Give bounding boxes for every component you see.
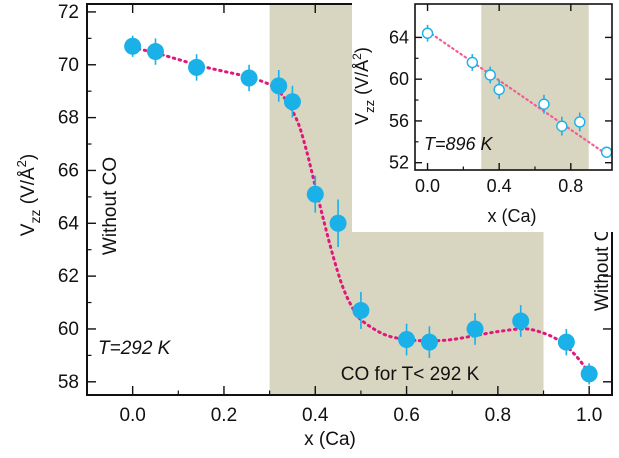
main-point-marker [466,320,484,338]
inset-temperature-label: T=896 K [424,134,494,154]
main-point-marker [420,333,438,351]
main-y-tick-label: 66 [58,160,79,181]
inset-point-marker [421,27,434,39]
main-x-axis-title: x (Ca) [304,429,356,450]
inset-data-point [466,54,479,71]
main-ylabel-unit-post: ) [18,154,39,160]
inset-ylabel-unit-post: ) [352,47,372,53]
main-data-point [557,328,575,356]
main-y-tick-label: 72 [58,2,79,23]
inset-data-point [556,116,568,136]
main-data-point [512,305,530,337]
main-ylabel-unit-pre: (V/Å [18,167,39,210]
inset-ylabel-unit-pre: (V/Å [352,60,372,100]
main-y-tick-label: 62 [58,266,79,287]
without-co-left-label: Without CO [100,157,121,255]
main-y-tick-label: 70 [58,55,79,76]
main-data-point [270,70,288,102]
main-ylabel-sub: zz [27,210,43,224]
main-point-marker [283,93,301,111]
inset-point-marker [556,120,568,132]
main-ticks-layer: 0.0 0.2 0.4 0.6 0.8 1.0 58 60 62 64 66 68 70 72 [58,2,612,426]
inset-y-tick-label: 64 [389,27,409,47]
inset-y-axis-title: Vzz (V/Å2) [350,47,377,125]
main-point-marker [240,69,258,87]
main-point-marker [580,365,598,383]
inset-y-tick-label: 52 [389,153,409,173]
inset-data-point [600,146,613,158]
main-y-tick-label: 64 [58,213,80,234]
main-data-point [283,85,301,118]
inset-point-marker [466,56,479,69]
main-data-point [580,363,598,385]
main-x-tick-label: 0.8 [485,405,511,426]
inset-point-marker [484,69,496,81]
inset-ylabel-v: V [352,113,372,125]
inset-data-point [538,94,550,114]
main-data-point [306,175,324,213]
main-data-point [146,38,164,65]
main-x-tick-label: 1.0 [576,405,602,426]
main-ylabel-unit-sup: 2 [14,160,29,167]
main-temperature-label: T=292 K [98,338,172,359]
main-data-point [352,291,370,329]
without-co-right-label: Without CO [592,213,613,311]
main-point-marker [188,58,206,76]
main-fit-line [131,46,591,376]
inset-point-marker [538,98,550,110]
inset-plot-frame [414,3,613,171]
inset-plot: 0.0 0.4 0.8 52 56 60 64 x (Ca) Vzz (V/Å2) T=89… [350,0,619,232]
main-x-tick-label: 0.6 [393,405,419,426]
inset-y-tick-label: 56 [389,111,409,131]
main-x-tick-label: 0.0 [119,405,145,426]
inset-y-tick-label: 60 [389,69,409,89]
main-point-marker [146,43,164,61]
main-y-axis-title: Vzz (V/Å2) [14,154,43,236]
inset-ylabel-sub: zz [362,100,377,113]
inset-point-marker [600,146,613,158]
inset-point-marker [574,116,586,128]
main-data-point [240,64,258,92]
main-point-marker [557,333,575,351]
inset-fit-layer [426,30,608,156]
inset-x-tick-label: 0.8 [558,176,583,196]
main-data-point [398,323,416,356]
inset-x-tick-label: 0.4 [487,176,512,196]
shaded-region-label: CO for T< 292 K [341,364,480,385]
main-y-tick-label: 58 [58,372,79,393]
inset-point-marker [493,83,505,96]
inset-data-point [421,24,434,42]
main-point-marker [512,312,530,330]
main-point-marker [329,214,347,232]
main-y-tick-label: 60 [58,319,79,340]
main-data-point [188,54,206,81]
main-ylabel-v: V [18,223,39,236]
inset-x-axis-title: x (Ca) [488,206,537,226]
main-fit-layer [131,46,591,376]
main-point-marker [306,185,324,203]
main-y-tick-label: 68 [58,108,79,129]
main-point-marker [124,37,142,55]
main-x-tick-label: 0.4 [302,405,329,426]
main-point-marker [270,77,288,95]
inset-ylabel-unit-sup: 2 [350,53,364,60]
main-point-marker [352,301,370,319]
main-data-point [420,326,438,359]
main-data-point [329,199,347,248]
main-point-marker [398,331,416,349]
inset-data-point [493,80,505,100]
inset-data-point [484,66,496,84]
inset-data-point [574,112,586,132]
inset-x-tick-label: 0.0 [415,176,440,196]
main-data-point [124,35,142,57]
main-points-layer [124,35,598,385]
main-x-tick-label: 0.2 [211,405,237,426]
inset-points-layer [421,24,613,158]
inset-fit-line [426,30,608,156]
main-data-point [466,313,484,345]
inset-ticks-layer: 0.0 0.4 0.8 52 56 60 64 [389,4,612,196]
